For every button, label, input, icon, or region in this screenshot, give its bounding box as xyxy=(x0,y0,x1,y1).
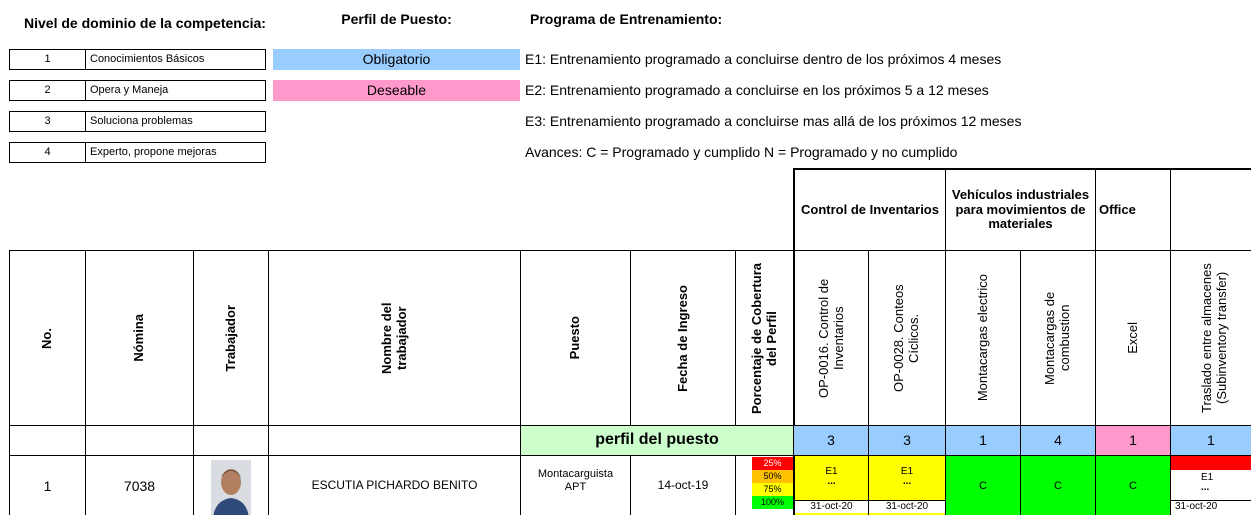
cell-no: 1 xyxy=(9,455,86,515)
column-header: OP-0028. Conteos Cíclicos. xyxy=(868,250,946,426)
coverage-level: 50% xyxy=(752,470,793,483)
profile-level: 1 xyxy=(945,425,1021,456)
program-line: E2: Entrenamiento programado a concluirs… xyxy=(525,82,989,98)
plan: E1 xyxy=(1201,472,1214,483)
skill-status: C xyxy=(1020,455,1096,515)
column-header: No. xyxy=(9,250,86,426)
header-text: Nombre del trabajador xyxy=(378,302,409,374)
header-text: OP-0028. Conteos Cíclicos. xyxy=(891,284,921,392)
column-header: Nombre del trabajador xyxy=(268,250,521,426)
profile-level: 3 xyxy=(793,425,869,456)
program-line: E3: Entrenamiento programado a concluirs… xyxy=(525,113,1022,129)
header-text: Excel xyxy=(1124,322,1140,354)
cell xyxy=(193,425,269,456)
worker-photo xyxy=(211,460,251,515)
level-label: Conocimientos Básicos xyxy=(85,49,266,70)
header-text: Montacargas electrico xyxy=(974,274,990,402)
column-header: Porcentaje de Cobertura del Perfil xyxy=(735,250,794,426)
coverage-level: 100% xyxy=(752,496,793,509)
column-header: Nómina xyxy=(85,250,194,426)
skill-status: C xyxy=(1095,455,1171,515)
column-header: Excel xyxy=(1095,250,1171,426)
column-header: Puesto xyxy=(520,250,631,426)
plan-mark: ... xyxy=(827,475,836,487)
plan-date: 31-oct-20 xyxy=(795,500,868,513)
plan-mark: ... xyxy=(1201,481,1210,493)
level-number: 2 xyxy=(9,80,86,101)
plan-date: 31-oct-20 xyxy=(869,500,945,513)
program-line: Avances: C = Programado y cumplido N = P… xyxy=(525,144,958,160)
cell xyxy=(9,425,86,456)
legend-title: Nivel de dominio de la competencia: xyxy=(24,14,266,31)
cell-nomina: 7038 xyxy=(85,455,194,515)
profile-level: 3 xyxy=(868,425,946,456)
level-number: 3 xyxy=(9,111,86,132)
level-label: Experto, propone mejoras xyxy=(85,142,266,163)
coverage-level: 25% xyxy=(752,457,793,470)
plan-mark: ... xyxy=(902,475,912,487)
column-header: OP-0016. Control de Inventarios xyxy=(793,250,869,426)
skill-status: C xyxy=(945,455,1021,515)
cell-photo xyxy=(193,455,269,515)
plan: E1 xyxy=(825,466,838,477)
cell-fecha: 14-oct-19 xyxy=(630,455,736,515)
profile-level: 1 xyxy=(1095,425,1171,456)
skill-cell: E1 ... 31-oct-20 xyxy=(1170,455,1251,515)
profile-level: 1 xyxy=(1170,425,1251,456)
profile-item: Deseable xyxy=(273,80,520,101)
group-header: Control de Inventarios xyxy=(793,168,946,251)
cell xyxy=(85,425,194,456)
level-number: 4 xyxy=(9,142,86,163)
profile-row-label: perfil del puesto xyxy=(520,425,794,456)
column-header: Montacargas electrico xyxy=(945,250,1021,426)
cell xyxy=(268,425,521,456)
group-header: Office xyxy=(1095,168,1171,251)
status-strip xyxy=(1171,456,1251,470)
header-text: Montacargas de combustion xyxy=(1042,291,1072,385)
header-text: Nómina xyxy=(131,314,147,362)
program-title: Programa de Entrenamiento: xyxy=(530,11,723,27)
column-header: Fecha de Ingreso xyxy=(630,250,736,426)
profile-level: 4 xyxy=(1020,425,1096,456)
skill-cell: E1 ... 31-oct-20 xyxy=(868,455,946,515)
group-header: Vehículos industriales para movimientos … xyxy=(945,168,1096,251)
column-header: Montacargas de combustion xyxy=(1020,250,1096,426)
profile-title: Perfil de Puesto: xyxy=(341,10,452,27)
program-line: E1: Entrenamiento programado a concluirs… xyxy=(525,51,1002,67)
group-header-blank xyxy=(1170,168,1251,251)
plan-date: 31-oct-20 xyxy=(1171,500,1251,513)
cell-puesto: Montacarguista APT xyxy=(520,455,631,515)
level-label: Soluciona problemas xyxy=(85,111,266,132)
cell-name: ESCUTIA PICHARDO BENITO xyxy=(268,455,521,515)
header-text: Porcentaje de Cobertura del Perfil xyxy=(748,262,779,414)
header-text: Traslado entre almacenes (Subinventory t… xyxy=(1199,263,1229,413)
header-text: Trabajador xyxy=(222,304,238,372)
level-label: Opera y Maneja xyxy=(85,80,266,101)
header-text: Puesto xyxy=(567,316,583,360)
level-number: 1 xyxy=(9,49,86,70)
coverage-level: 75% xyxy=(752,483,793,496)
profile-item: Obligatorio xyxy=(273,49,520,70)
header-text: OP-0016. Control de Inventarios xyxy=(815,278,846,398)
header-text: Fecha de Ingreso xyxy=(674,284,690,392)
plan: E1 xyxy=(900,466,914,477)
header-text: No. xyxy=(39,327,55,349)
column-header: Trabajador xyxy=(193,250,269,426)
skill-cell: E1 ... 31-oct-20 xyxy=(793,455,869,515)
column-header: Traslado entre almacenes (Subinventory t… xyxy=(1170,250,1251,426)
